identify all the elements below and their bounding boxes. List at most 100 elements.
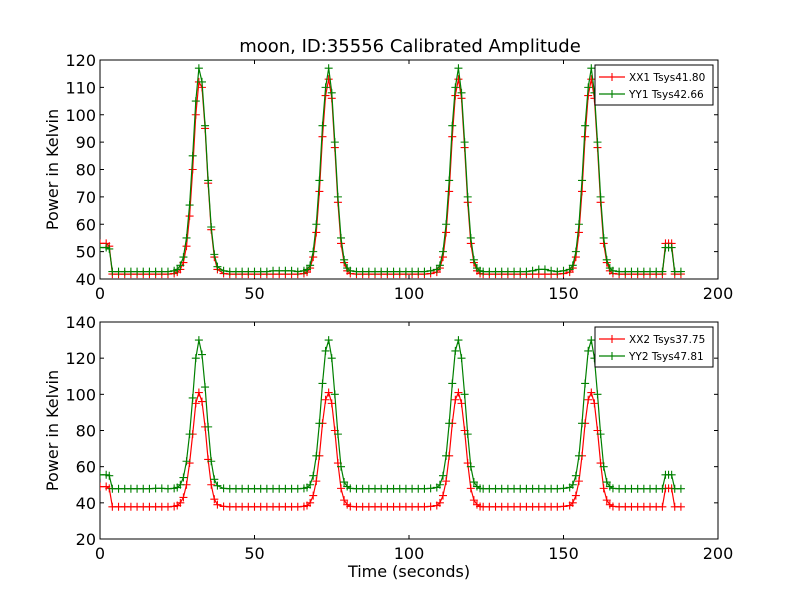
data-point <box>463 430 472 439</box>
data-point <box>667 243 676 252</box>
data-point <box>466 462 475 471</box>
data-point <box>185 212 194 221</box>
data-point <box>602 496 611 505</box>
data-point <box>204 176 213 185</box>
plot-panel-bottom: 0 50 100 150 200 20 40 60 80 100 120 140 Power in Ke… <box>43 313 733 581</box>
y-tick-label: 100 <box>65 385 96 404</box>
data-point <box>105 244 114 253</box>
legend: XX2 Tsys37.75 YY2 Tsys47.81 <box>594 326 714 368</box>
data-point <box>599 233 608 242</box>
data-point <box>584 346 593 355</box>
data-point <box>559 266 568 275</box>
legend-label: YY2 Tsys47.81 <box>628 351 704 363</box>
data-point <box>182 233 191 242</box>
data-point <box>528 266 537 275</box>
data-point <box>676 267 685 276</box>
data-point <box>201 121 210 130</box>
data-point <box>306 261 315 270</box>
data-point <box>194 388 203 397</box>
data-point <box>337 233 346 242</box>
data-point <box>306 480 315 489</box>
data-point <box>596 430 605 439</box>
data-point <box>185 430 194 439</box>
plot-series-group <box>100 64 685 279</box>
data-point <box>303 265 312 274</box>
data-point <box>312 477 321 486</box>
y-axis-label: Power in Kelvin <box>43 109 62 230</box>
y-tick-label: 70 <box>76 188 96 207</box>
data-point <box>596 192 605 201</box>
data-point <box>315 419 324 428</box>
data-point <box>587 388 596 397</box>
data-point <box>426 502 435 511</box>
data-point <box>469 496 478 505</box>
data-point <box>584 395 593 404</box>
legend-label: XX2 Tsys37.75 <box>629 334 705 346</box>
data-point <box>333 430 342 439</box>
legend-label: XX1 Tsys41.80 <box>629 72 705 84</box>
data-point <box>608 266 617 275</box>
y-tick-label: 50 <box>76 243 96 262</box>
data-point <box>309 471 318 480</box>
data-point <box>469 478 478 487</box>
data-point <box>176 498 185 507</box>
series-yy1 <box>100 64 685 276</box>
data-point <box>602 478 611 487</box>
data-point <box>210 250 219 259</box>
y-tick-label: 60 <box>76 215 96 234</box>
data-point <box>599 484 608 493</box>
data-point <box>658 484 667 493</box>
data-point <box>587 75 596 84</box>
data-point <box>571 491 580 500</box>
data-point <box>312 451 321 460</box>
data-point <box>337 462 346 471</box>
data-point <box>442 451 451 460</box>
data-point <box>197 397 206 406</box>
data-point <box>188 393 197 402</box>
x-tick-label: 0 <box>95 544 105 563</box>
data-point <box>559 484 568 493</box>
data-point <box>581 121 590 130</box>
data-point <box>324 388 333 397</box>
data-point <box>466 484 475 493</box>
data-point <box>587 64 596 73</box>
data-point <box>321 395 330 404</box>
y-tick-label: 110 <box>65 78 96 97</box>
data-point <box>327 399 336 408</box>
y-axis-label: Power in Kelvin <box>43 370 62 491</box>
data-point <box>333 192 342 201</box>
data-point <box>435 480 444 489</box>
data-point <box>581 379 590 388</box>
legend-marker <box>608 90 616 98</box>
x-tick-label: 150 <box>548 284 579 303</box>
data-point <box>457 399 466 408</box>
data-point <box>571 471 580 480</box>
data-point <box>432 265 441 274</box>
data-point <box>210 475 219 484</box>
series-yy2 <box>100 336 685 493</box>
data-point <box>442 228 451 237</box>
data-point <box>667 470 676 479</box>
data-point <box>318 379 327 388</box>
data-point <box>204 422 213 431</box>
legend: XX1 Tsys41.80 YY1 Tsys42.66 <box>594 64 714 106</box>
data-point <box>197 77 206 86</box>
data-point <box>312 228 321 237</box>
data-point <box>312 220 321 229</box>
data-point <box>213 500 222 509</box>
data-point <box>105 471 114 480</box>
plot-panel-top: 0 50 100 150 200 40 50 60 70 80 90 100 110 120 Power i… <box>43 51 733 303</box>
y-tick-label: 120 <box>65 349 96 368</box>
data-point <box>201 383 210 392</box>
data-point <box>176 261 185 270</box>
data-point <box>210 495 219 504</box>
data-point <box>426 266 435 275</box>
data-point <box>188 151 197 160</box>
data-point <box>451 346 460 355</box>
data-point <box>287 266 296 275</box>
data-point <box>219 266 228 275</box>
x-tick-label: 100 <box>394 544 425 563</box>
data-point <box>330 138 339 147</box>
data-point <box>420 267 429 276</box>
